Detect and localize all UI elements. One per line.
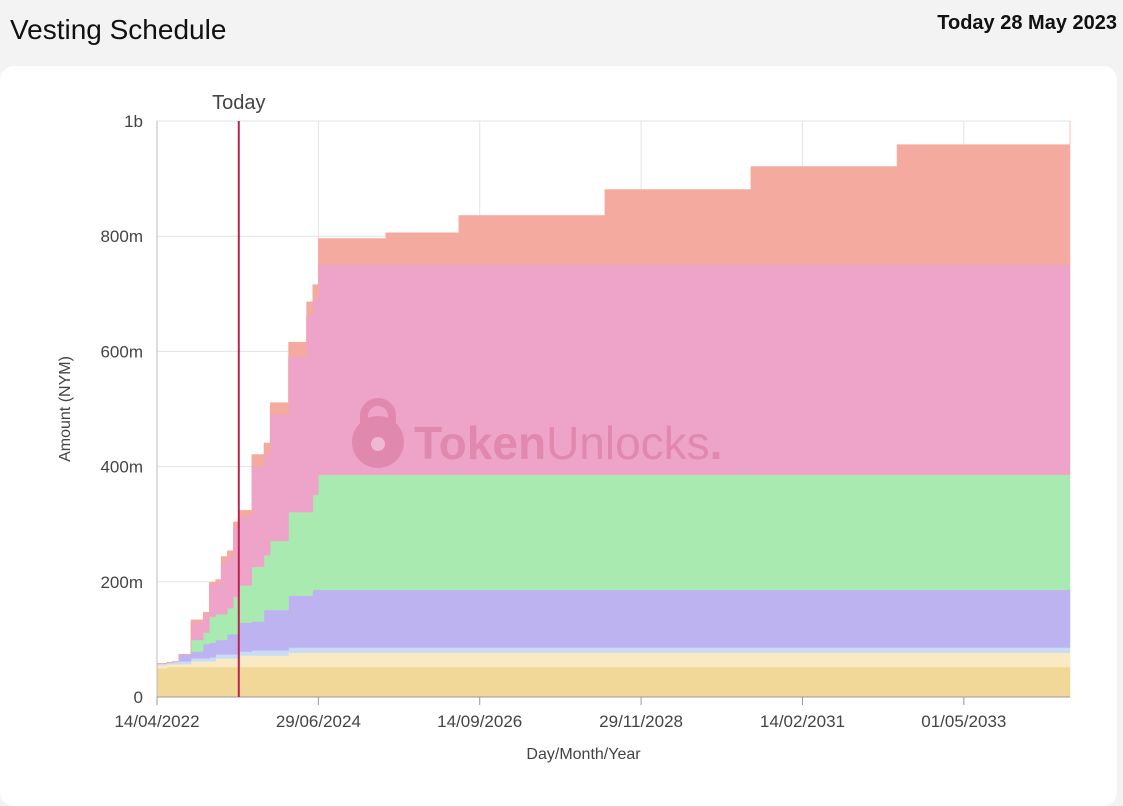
- watermark-brand-bold: Token: [414, 417, 546, 469]
- axes: 0 200m 400m 600m 800m 1b 14/04/2022 29/06/2024 1…: [57, 112, 1070, 763]
- area-series-1: [156, 666, 1071, 698]
- x-tick-label: 14/02/2031: [760, 712, 845, 731]
- x-axis-title: Day/Month/Year: [526, 746, 641, 763]
- lock-icon: [352, 398, 404, 468]
- chart-card: TokenUnlocks. 0 200m 400m 600m 800m 1b 14/04/2…: [0, 66, 1117, 806]
- watermark-brand-light: Unlocks: [546, 417, 710, 469]
- watermark-brand-dot: .: [710, 417, 723, 469]
- x-tick-label: 14/09/2026: [437, 712, 522, 731]
- y-tick-label: 1b: [124, 112, 143, 131]
- watermark: TokenUnlocks.: [352, 398, 722, 469]
- today-marker-label: Today: [212, 92, 265, 114]
- y-tick-label: 600m: [100, 342, 143, 361]
- today-date-label: Today 28 May 2023: [937, 12, 1117, 34]
- y-tick-label: 400m: [100, 458, 143, 477]
- vesting-chart: TokenUnlocks. 0 200m 400m 600m 800m 1b 14/04/2…: [57, 92, 1071, 763]
- y-tick-label: 0: [134, 688, 143, 707]
- y-tick-label: 800m: [100, 227, 143, 246]
- today-marker: Today: [212, 92, 265, 697]
- x-tick-label: 29/06/2024: [276, 712, 361, 731]
- x-tick-label: 01/05/2033: [921, 712, 1006, 731]
- area-series-7: [157, 121, 1071, 664]
- x-tick-label: 29/11/2028: [599, 712, 683, 731]
- area-series-2: [156, 652, 1071, 669]
- y-axis-title: Amount (NYM): [57, 356, 74, 462]
- y-tick-label: 200m: [100, 573, 143, 592]
- watermark-text: TokenUnlocks.: [414, 417, 722, 469]
- stacked-areas: [156, 121, 1071, 698]
- x-tick-label: 14/04/2022: [114, 712, 199, 731]
- page-title: Vesting Schedule: [10, 14, 227, 45]
